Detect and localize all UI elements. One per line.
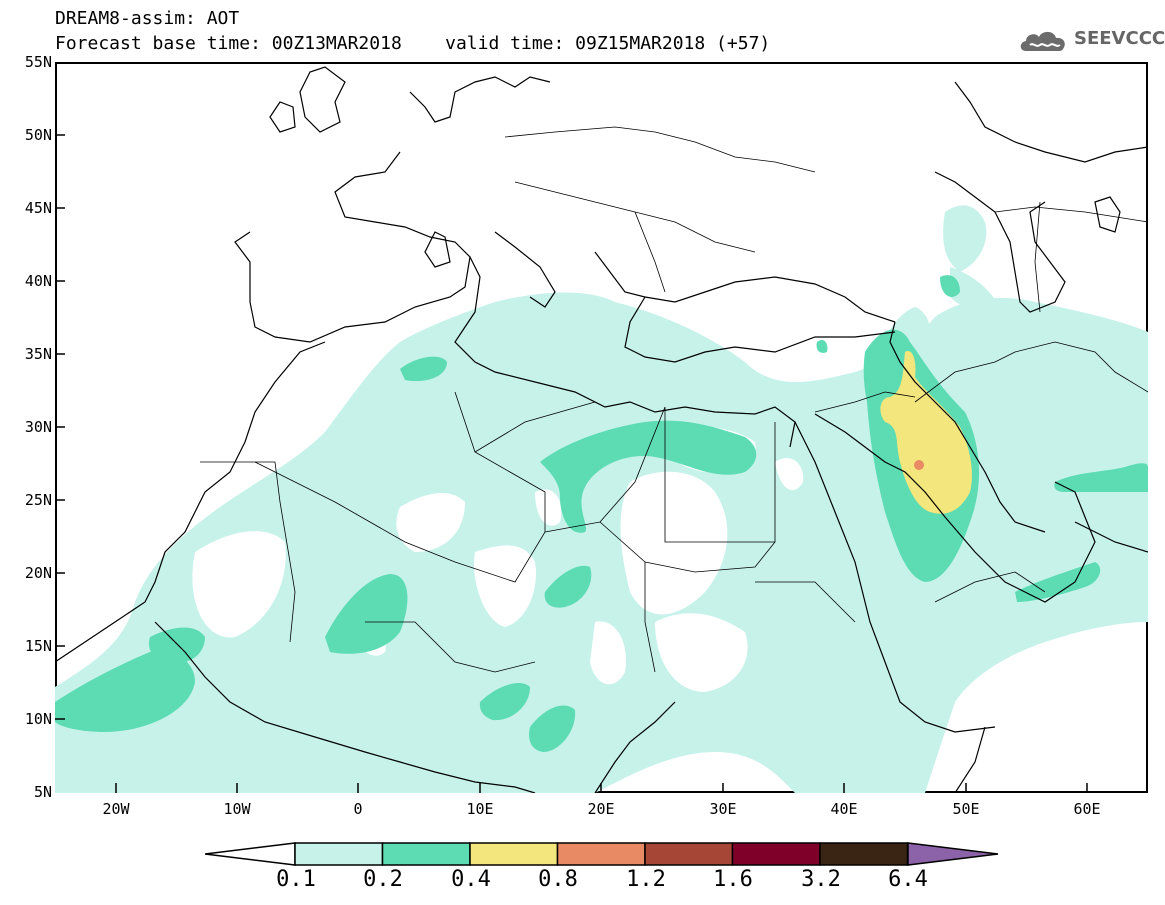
aot-field-0.8: [914, 460, 924, 470]
graticule-ticks: [55, 134, 1088, 793]
lat-label-5n: 5N: [33, 783, 52, 801]
cloud-icon: [1020, 31, 1065, 51]
lat-label-45n: 45N: [24, 199, 52, 217]
forecast-times: Forecast base time: 00Z13MAR2018 valid t…: [55, 33, 771, 54]
colorbar-high-arrow: [907, 842, 999, 866]
colorbar-label: 3.2: [801, 867, 841, 892]
lat-label-55n: 55N: [24, 53, 52, 71]
colorbar-label: 1.2: [626, 867, 666, 892]
colorbar-label: 0.8: [538, 867, 578, 892]
lat-label-15n: 15N: [24, 637, 52, 655]
colorbar-label: 6.4: [888, 867, 928, 892]
colorbar-swatch: [294, 842, 384, 866]
colorbar-label: 0.2: [363, 867, 403, 892]
lon-label-40e: 40E: [830, 800, 858, 818]
lon-label-0: 0: [353, 800, 363, 818]
lat-label-10n: 10N: [24, 710, 52, 728]
lon-label-20w: 20W: [102, 800, 130, 818]
map-canvas[interactable]: [55, 62, 1148, 793]
lat-label-40n: 40N: [24, 272, 52, 290]
colorbar-label: 0.1: [276, 867, 316, 892]
colorbar-swatch: [469, 842, 559, 866]
map-title: DREAM8-assim: AOT: [55, 8, 240, 29]
colorbar-swatch: [381, 842, 471, 866]
colorbar-label: 1.6: [713, 867, 753, 892]
aot-field-0.1: [55, 205, 1148, 793]
colorbar-label: 0.4: [451, 867, 491, 892]
colorbar-swatch: [644, 842, 734, 866]
coastlines: [55, 66, 1148, 793]
lon-label-10e: 10E: [466, 800, 494, 818]
lon-label-10w: 10W: [223, 800, 251, 818]
lat-label-30n: 30N: [24, 418, 52, 436]
country-borders: [200, 126, 1148, 673]
lat-label-35n: 35N: [24, 345, 52, 363]
logo-text: SEEVCCC: [1074, 28, 1165, 49]
colorbar-swatch: [556, 842, 646, 866]
colorbar: [205, 842, 999, 866]
lat-label-25n: 25N: [24, 491, 52, 509]
aot-field-0.4: [880, 351, 972, 514]
lon-label-30e: 30E: [709, 800, 737, 818]
colorbar-low-arrow: [205, 842, 296, 866]
colorbar-swatch: [731, 842, 821, 866]
lon-label-60e: 60E: [1073, 800, 1101, 818]
lon-label-20e: 20E: [587, 800, 615, 818]
lon-label-50e: 50E: [952, 800, 980, 818]
colorbar-swatches: [294, 842, 909, 866]
colorbar-swatch: [819, 842, 909, 866]
lat-label-50n: 50N: [24, 126, 52, 144]
lat-label-20n: 20N: [24, 564, 52, 582]
seevccc-logo: SEEVCCC: [1018, 27, 1165, 55]
